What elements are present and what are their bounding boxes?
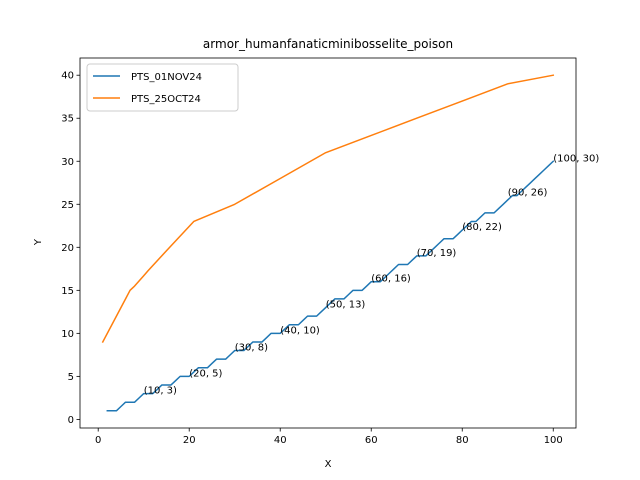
x-axis-label: X	[325, 459, 332, 470]
legend: PTS_01NOV24 PTS_25OCT24	[86, 63, 239, 112]
y-tick-label: 0	[68, 415, 74, 426]
plot-area: (10, 3) (20, 5) (30, 8) (40, 10) (50, 13) (60…	[101, 74, 599, 412]
data-point-annotation: (40, 10)	[280, 325, 320, 336]
data-point-annotation: (80, 22)	[462, 222, 502, 233]
axes-frame	[79, 57, 577, 429]
data-point-annotation: (70, 19)	[417, 248, 457, 259]
data-point-annotation: (20, 5)	[189, 368, 222, 379]
legend-label-2: PTS_25OCT24	[131, 94, 201, 105]
y-tick-label: 15	[61, 286, 74, 297]
data-point-annotation: (60, 16)	[371, 274, 411, 285]
y-axis-label: Y	[33, 238, 44, 246]
y-tick-label: 20	[61, 243, 74, 254]
x-tick-label: 80	[456, 435, 469, 446]
y-tick-label: 25	[61, 200, 74, 211]
legend-box	[86, 63, 239, 112]
x-tick-label: 20	[183, 435, 196, 446]
y-tick-label: 35	[61, 114, 74, 125]
x-tick-label: 100	[544, 435, 563, 446]
data-point-annotation: (30, 8)	[235, 343, 268, 354]
axes: 0 20 40 60 80 100 0 5 10 15 20 25 30 35 40	[61, 57, 577, 446]
y-tick-label: 10	[61, 329, 74, 340]
y-tick-label: 40	[61, 71, 74, 82]
x-tick-label: 0	[95, 435, 101, 446]
x-tick-label: 40	[274, 435, 287, 446]
y-tick-label: 5	[68, 372, 74, 383]
series-line-1	[106, 160, 555, 412]
y-tick-label: 30	[61, 157, 74, 168]
chart-title: armor_humanfanaticminibosselite_poison	[203, 37, 453, 51]
data-point-annotation: (50, 13)	[326, 300, 366, 311]
series-line-2	[101, 74, 555, 343]
x-tick-label: 60	[365, 435, 378, 446]
data-point-annotation: (10, 3)	[144, 386, 177, 397]
data-point-annotation: (90, 26)	[508, 188, 548, 199]
legend-label-1: PTS_01NOV24	[131, 72, 202, 83]
